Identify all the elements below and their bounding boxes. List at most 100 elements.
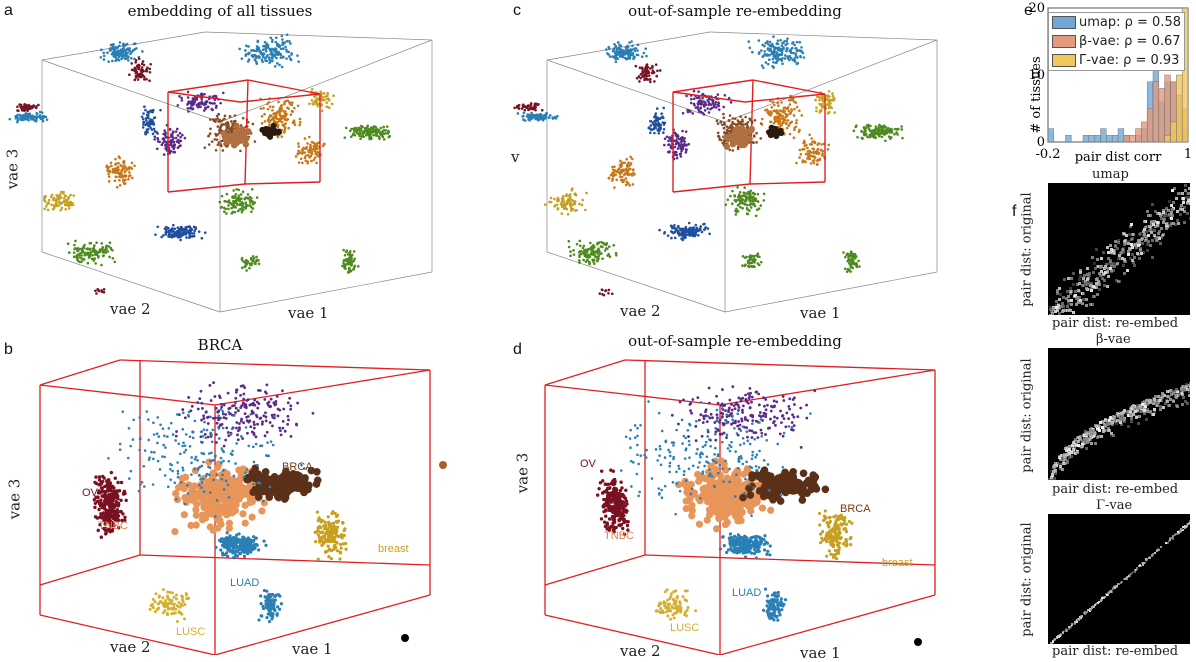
scatter-point [868,135,872,139]
scatter-point [163,474,167,477]
scatter-point [788,132,792,136]
scatter-point [648,67,652,70]
scatter-point [233,122,240,130]
scatter-point [190,473,193,476]
scatter-point [264,59,267,62]
scatter-point [332,524,336,528]
scatter-point [47,198,51,202]
scatter-point [725,125,729,128]
scatter-point [46,202,49,206]
scatter-point [177,442,181,446]
scatter-point [172,595,176,599]
scatter-point [645,54,648,58]
scatter-point [632,55,636,58]
scatter-point [314,151,318,155]
scatter-point [623,56,627,60]
scatter-point [100,263,103,267]
scatter-point [214,148,218,152]
scatter-point [141,117,145,121]
scatter-point [265,589,269,593]
tissue-cluster [852,123,904,143]
scatter-point [359,137,362,141]
scatter-point [107,165,111,169]
scatter-point [309,143,312,147]
scatter-point [151,132,155,136]
scatter-point [237,422,241,426]
scatter-point [612,243,616,247]
scatter-point [341,520,345,525]
scatter-point [174,439,177,442]
scatter-point [120,175,123,179]
scatter-point [645,66,649,70]
scatter-point [97,475,102,479]
scatter-point [257,56,261,59]
scatter-point [94,475,98,479]
scatter-point [231,550,235,554]
scatter-point [739,115,742,118]
scatter-point [30,116,34,120]
scatter-point [117,155,121,158]
scatter-point [284,122,287,125]
scatter-point [589,251,593,255]
scatter-point [329,526,333,530]
scatter-point [775,46,779,50]
scatter-point [627,165,630,168]
scatter-point [188,232,192,236]
scatter-point [352,127,355,131]
scatter-point [679,229,682,232]
scatter-point [607,245,611,248]
scatter-point [246,193,250,196]
scatter-point [237,194,241,197]
scatter-point [217,437,221,440]
scatter-point [101,479,105,484]
scatter-point [604,48,608,51]
scatter-point [185,228,188,231]
scatter-point [27,114,31,118]
scatter-point [209,127,212,131]
cluster-label-brca: BRCA [282,461,313,473]
scatter-point [99,516,104,520]
scatter-point [298,117,302,121]
scatter-point [66,200,69,204]
scatter-point [236,203,239,206]
scatter-point [286,106,289,110]
scatter-point [602,242,605,245]
scatter-point [376,128,380,132]
scatter-point [174,434,178,438]
scatter-point [269,611,273,616]
scatter-point [275,128,282,135]
scatter-point [254,435,258,439]
scatter-point [780,53,783,57]
scatter-point [619,44,623,48]
scatter-point [49,195,53,199]
scatter-point [242,392,246,396]
scatter-point [183,603,187,607]
scatter-point [265,615,269,620]
scatter-point [141,126,145,129]
scatter-point [320,97,324,100]
scatter-point [291,472,300,481]
scatter-point [780,59,783,62]
scatter-point [232,196,236,200]
scatter-point [621,180,624,183]
scatter-point [134,74,138,78]
scatter-point [264,49,268,53]
scatter-point [234,411,237,414]
tissue-cluster [154,223,207,242]
scatter-point [125,53,128,57]
scatter-point [185,236,188,239]
scatter-point [130,62,133,65]
scatter-point [752,135,756,138]
scatter-point [161,427,165,430]
scatter-point [106,51,109,55]
scatter-point [287,126,291,130]
scatter-point [209,399,213,402]
scatter-point [79,251,82,255]
scatter-point [641,74,644,78]
scatter-point [799,50,803,53]
scatter-point [86,261,90,265]
scatter-point [220,194,224,198]
scatter-point [108,241,112,245]
scatter-point [884,139,887,143]
scatter-point [216,117,220,120]
